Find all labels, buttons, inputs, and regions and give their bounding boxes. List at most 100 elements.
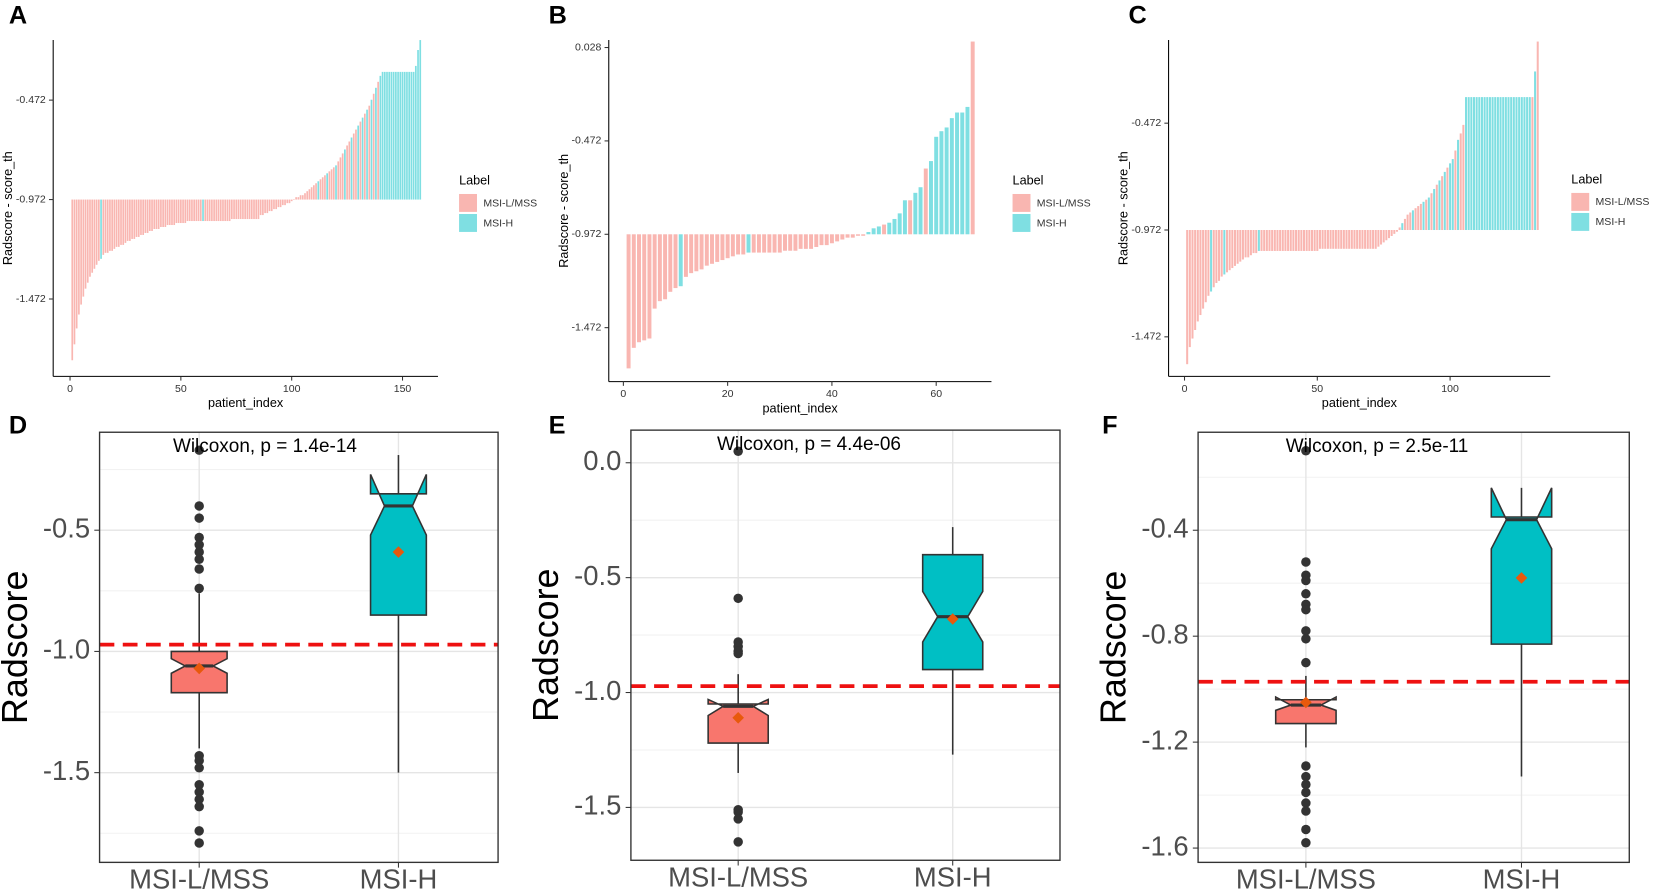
bar — [286, 199, 289, 204]
outlier — [194, 794, 204, 805]
bar — [814, 234, 819, 247]
bar — [293, 199, 295, 200]
bar — [970, 41, 975, 235]
bar — [226, 199, 229, 222]
y-tick-label: -0.8 — [1141, 618, 1188, 649]
bar — [1332, 230, 1335, 249]
outlier — [194, 554, 204, 565]
bar — [939, 131, 944, 235]
bar — [284, 199, 286, 206]
mean — [1300, 696, 1312, 709]
bar — [949, 118, 954, 235]
x-tick-label: MSI-H — [914, 861, 992, 892]
x-tick-label: 100 — [283, 383, 301, 395]
bar — [756, 234, 761, 253]
bar — [281, 199, 284, 206]
legend-key — [459, 193, 477, 212]
bar — [341, 153, 344, 200]
bar — [1526, 97, 1529, 231]
legend-key — [1012, 214, 1031, 232]
bar — [82, 199, 85, 297]
panel-label: B — [549, 2, 567, 30]
bar — [1507, 97, 1510, 231]
x-tick-label: 100 — [1441, 383, 1459, 395]
bar — [892, 218, 897, 235]
bar — [1369, 230, 1372, 249]
outlier — [194, 826, 204, 836]
bar — [803, 234, 808, 249]
bar — [1459, 133, 1462, 231]
bar — [290, 199, 293, 202]
x-tick-label: MSI-H — [1483, 864, 1561, 894]
bar — [762, 234, 767, 253]
bar — [1295, 230, 1298, 251]
bar — [246, 199, 249, 220]
bar — [730, 234, 735, 257]
bar — [1231, 230, 1234, 269]
outlier — [1301, 838, 1311, 848]
bar — [1215, 230, 1218, 283]
bar — [295, 197, 297, 200]
bar — [80, 199, 82, 305]
bar — [715, 234, 720, 262]
x-tick-label: MSI-H — [360, 864, 438, 894]
y-tick-label: -0.972 — [16, 193, 46, 205]
bar — [1374, 230, 1377, 249]
legend-title: Label — [1571, 173, 1602, 187]
bar — [647, 234, 652, 339]
bar — [1494, 97, 1497, 231]
bar — [1364, 230, 1367, 249]
bar — [1467, 97, 1470, 231]
y-tick-label: -0.5 — [43, 512, 90, 543]
bar — [1475, 97, 1478, 231]
bar — [111, 199, 113, 251]
bar — [856, 234, 860, 236]
bar — [1321, 230, 1324, 249]
bar — [89, 199, 91, 277]
bar — [279, 199, 282, 208]
bar — [1401, 223, 1404, 231]
bar — [1457, 139, 1460, 231]
bar — [657, 234, 662, 302]
outlier — [194, 532, 204, 543]
y-tick-label: -1.5 — [43, 755, 90, 786]
bar — [1435, 184, 1438, 231]
bar — [1313, 230, 1316, 251]
bar — [1210, 230, 1213, 292]
bar — [129, 199, 131, 241]
plot-border — [1197, 431, 1630, 864]
legend-label: MSI-H — [1596, 216, 1626, 228]
bar — [1300, 230, 1303, 251]
bar — [419, 40, 422, 200]
bar — [417, 50, 419, 200]
bar — [131, 199, 133, 239]
bar — [1502, 97, 1505, 231]
bar — [109, 199, 111, 251]
bar — [357, 125, 360, 200]
bar — [160, 199, 162, 228]
bar — [188, 199, 191, 222]
bar — [239, 199, 242, 220]
bar — [310, 187, 313, 200]
bar — [264, 199, 266, 214]
bar — [313, 185, 315, 200]
bar — [882, 224, 887, 235]
bar — [824, 234, 829, 246]
bar — [1531, 97, 1534, 231]
bar — [217, 199, 220, 222]
bar — [1462, 124, 1465, 231]
bar — [1419, 203, 1422, 231]
bar — [222, 199, 224, 222]
bar — [75, 199, 78, 329]
legend-label: MSI-H — [1037, 217, 1067, 229]
bar — [1403, 218, 1406, 231]
annotation: Wilcoxon, p = 4.4e-06 — [717, 434, 901, 455]
bar — [1233, 230, 1236, 266]
y-tick-label: -1.5 — [574, 790, 621, 821]
x-tick-label: 60 — [930, 388, 942, 400]
bar — [122, 199, 125, 245]
x-tick-label: 0 — [67, 383, 73, 395]
bar — [321, 177, 324, 200]
